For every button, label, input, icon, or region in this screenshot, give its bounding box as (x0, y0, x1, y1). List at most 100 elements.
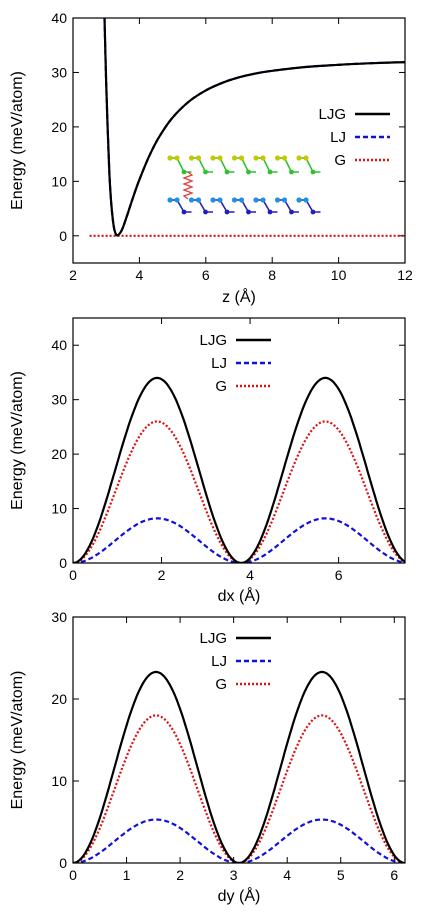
y-tick-label: 0 (59, 555, 67, 571)
x-tick-label: 6 (202, 267, 210, 283)
atom-dot (253, 155, 259, 161)
series-line-ljg (103, 18, 405, 237)
atom-dot (281, 197, 288, 203)
x-tick-label: 6 (335, 567, 343, 583)
atom-dot (260, 155, 266, 161)
y-tick-label: 40 (51, 10, 67, 26)
x-tick-label: 0 (69, 867, 77, 883)
atom-dot (203, 169, 208, 175)
atom-dot (238, 155, 245, 161)
plot-frame (72, 317, 406, 564)
legend-label-lj: LJ (211, 653, 227, 670)
chart-panel-1: 2 4 6 8 10 12 0 10 20 30 40 z (Å) Energy (meV/atom) L… (9, 10, 413, 306)
y-tick-label: 30 (51, 609, 67, 625)
atom-dot (296, 197, 302, 203)
x-tick-label: 12 (397, 267, 413, 283)
chart-panel-2: 0 2 4 6 0 10 20 30 40 dx (Å) Energy (meV/atom) LJGL… (9, 317, 406, 605)
legend-label-ljg: LJG (318, 106, 346, 123)
atom-dot (174, 155, 180, 161)
series-line-g (73, 714, 405, 863)
y-axis-label: Energy (meV/atom) (9, 671, 26, 810)
y-tick-label: 30 (51, 64, 67, 80)
atom-dot (188, 155, 195, 161)
atom-dot (181, 169, 187, 175)
atom-dot (203, 209, 208, 215)
atom-dot (195, 197, 202, 203)
atom-dot (224, 169, 230, 175)
legend-label-g: G (215, 676, 227, 693)
x-tick-label: 5 (337, 867, 345, 883)
x-tick-label: 2 (158, 567, 166, 583)
series-layer (89, 18, 405, 237)
atom-dot (167, 155, 173, 161)
y-axis-label: Energy (meV/atom) (9, 371, 26, 510)
bilayer-bonds (170, 157, 321, 173)
x-tick-label: 0 (69, 567, 77, 583)
atom-dot (253, 197, 259, 203)
legend-label-g: G (334, 152, 346, 169)
x-tick-label: 4 (283, 867, 291, 883)
atom-dot (274, 155, 281, 161)
x-tick-label: 2 (176, 867, 184, 883)
atom-dot (231, 155, 238, 161)
series-layer (73, 376, 405, 563)
series-line-lj (73, 517, 405, 563)
x-axis-label: z (Å) (222, 287, 256, 306)
y-tick-label: 20 (51, 446, 67, 462)
y-tick-label: 10 (51, 173, 67, 189)
atom-dot (267, 209, 273, 215)
y-tick-label: 20 (51, 691, 67, 707)
x-axis-label: dy (Å) (218, 886, 261, 905)
atom-dot (210, 155, 216, 161)
atom-dot (195, 155, 202, 161)
atom-dot (310, 209, 316, 215)
atom-dot (274, 197, 281, 203)
atom-dot (210, 197, 216, 203)
legend-label-lj: LJ (211, 355, 227, 372)
x-tick-label: 8 (268, 267, 276, 283)
y-tick-label: 10 (51, 773, 67, 789)
x-tick-label: 3 (230, 867, 238, 883)
series-layer (73, 670, 405, 863)
plot-frame (72, 17, 406, 264)
y-tick-label: 20 (51, 119, 67, 135)
y-tick-label: 10 (51, 501, 67, 517)
atom-dot (303, 197, 309, 203)
legend-label-lj: LJ (330, 129, 346, 146)
y-tick-label: 30 (51, 392, 67, 408)
x-tick-label: 4 (246, 567, 254, 583)
atom-dot (217, 197, 223, 203)
x-axis-label: dx (Å) (218, 586, 261, 605)
y-tick-label: 0 (59, 855, 67, 871)
atom-dot (296, 155, 302, 161)
bilayer-bonds (170, 199, 321, 213)
atom-dot (246, 209, 251, 215)
x-tick-label: 1 (123, 867, 131, 883)
atom-dot (231, 197, 238, 203)
y-tick-label: 0 (59, 228, 67, 244)
atom-dot (238, 197, 245, 203)
y-axis-label: Energy (meV/atom) (9, 71, 26, 210)
x-tick-label: 6 (390, 867, 398, 883)
series-line-lj (73, 818, 405, 863)
plot-frame (72, 616, 406, 864)
x-tick-label: 2 (69, 267, 77, 283)
series-line-ljg (73, 670, 405, 863)
series-line-g (73, 420, 405, 563)
atom-dot (267, 169, 273, 175)
legend-label-ljg: LJG (199, 630, 227, 647)
atom-dot (167, 197, 173, 203)
atom-dot (289, 209, 294, 215)
y-tick-label: 40 (51, 337, 67, 353)
atom-dot (181, 209, 187, 215)
atom-dot (246, 169, 251, 175)
series-line-lj (103, 18, 405, 237)
atom-dot (224, 209, 230, 215)
spring-icon (182, 171, 194, 200)
x-tick-label: 4 (136, 267, 144, 283)
